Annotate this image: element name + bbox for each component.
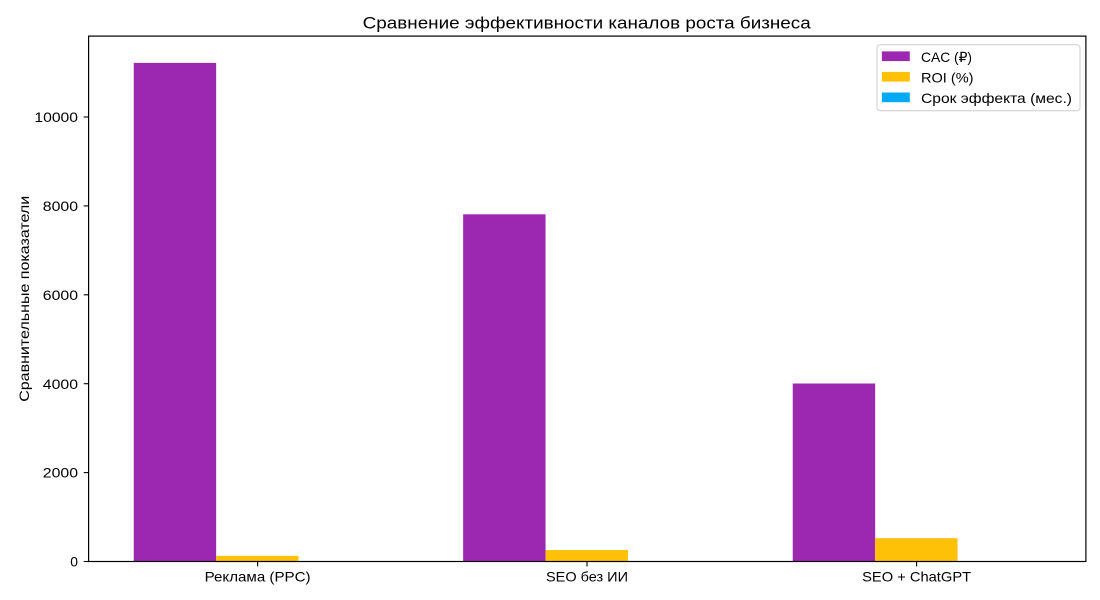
- svg-text:CAC (₽): CAC (₽): [921, 49, 972, 65]
- svg-text:SEO + ChatGPT: SEO + ChatGPT: [862, 569, 972, 585]
- svg-text:Срок эффекта (мес.): Срок эффекта (мес.): [921, 90, 1072, 106]
- svg-text:8000: 8000: [43, 198, 79, 214]
- svg-text:2000: 2000: [43, 465, 79, 481]
- svg-text:4000: 4000: [43, 376, 79, 392]
- svg-text:6000: 6000: [43, 287, 79, 303]
- svg-text:0: 0: [70, 554, 78, 570]
- svg-text:Сравнение эффективности канало: Сравнение эффективности каналов роста би…: [363, 14, 812, 33]
- svg-text:10000: 10000: [34, 109, 78, 125]
- svg-text:SEO без ИИ: SEO без ИИ: [546, 569, 628, 585]
- svg-text:Сравнительные показатели: Сравнительные показатели: [16, 196, 32, 402]
- svg-text:Реклама (PPC): Реклама (PPC): [205, 569, 311, 585]
- svg-text:ROI (%): ROI (%): [921, 69, 974, 85]
